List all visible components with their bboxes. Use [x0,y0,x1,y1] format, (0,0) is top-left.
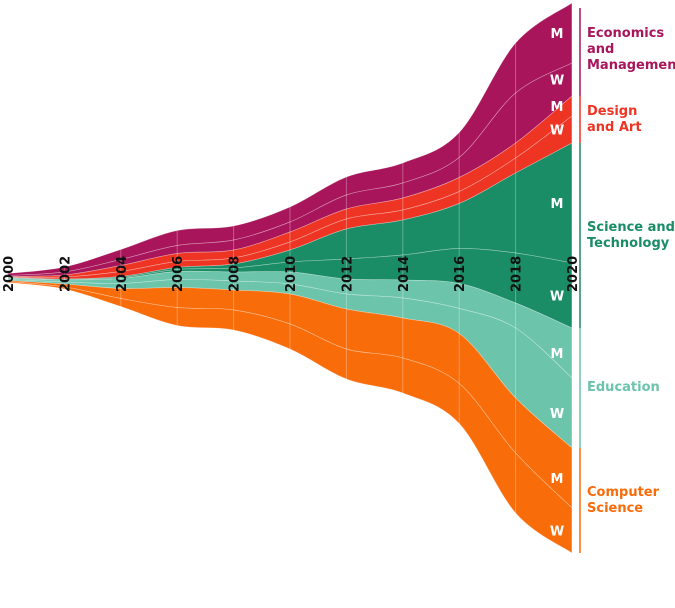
series-label: M [551,197,564,212]
x-tick-label: 2016 [453,256,468,292]
legend-label-line: Computer [587,484,660,500]
x-tick-label: 2000 [2,256,17,292]
legend-label-line: Science [587,500,644,516]
series-label: W [550,290,564,305]
series-label: W [550,525,564,540]
legend-label: Design and Art [587,104,642,136]
legend-label-line: Science and [587,219,675,235]
series-label: M [551,27,564,42]
series-label: M [551,472,564,487]
x-tick-label: 2004 [115,256,130,292]
legend-label-line: and Art [587,119,642,135]
x-tick-label: 2002 [58,256,73,292]
x-tick-label: 2010 [284,256,299,292]
series-label: W [550,74,564,89]
series-label: W [550,124,564,139]
legend-label-line: Design [587,103,638,119]
x-tick-label: 2020 [566,256,581,292]
legend-label-line: and [587,41,615,57]
legend-label-line: Management [587,57,675,73]
legend-label-line: Economics [587,25,665,41]
legend-label: Education [587,380,660,396]
x-tick-label: 2014 [397,256,412,292]
x-tick-label: 2008 [228,256,243,292]
legend-label: Economics and Management [587,26,675,74]
series-label: M [551,100,564,115]
stream-layer-4-W [7,281,573,554]
legend-label-line: Technology [587,235,670,251]
x-tick-label: 2012 [340,256,355,292]
legend-label-line: Education [587,380,660,395]
x-tick-label: 2018 [510,256,525,292]
legend-label: Computer Science [587,485,659,517]
series-label: W [550,407,564,422]
legend-label: Science and Technology [587,220,675,252]
series-label: M [551,347,564,362]
x-tick-label: 2006 [171,256,186,292]
